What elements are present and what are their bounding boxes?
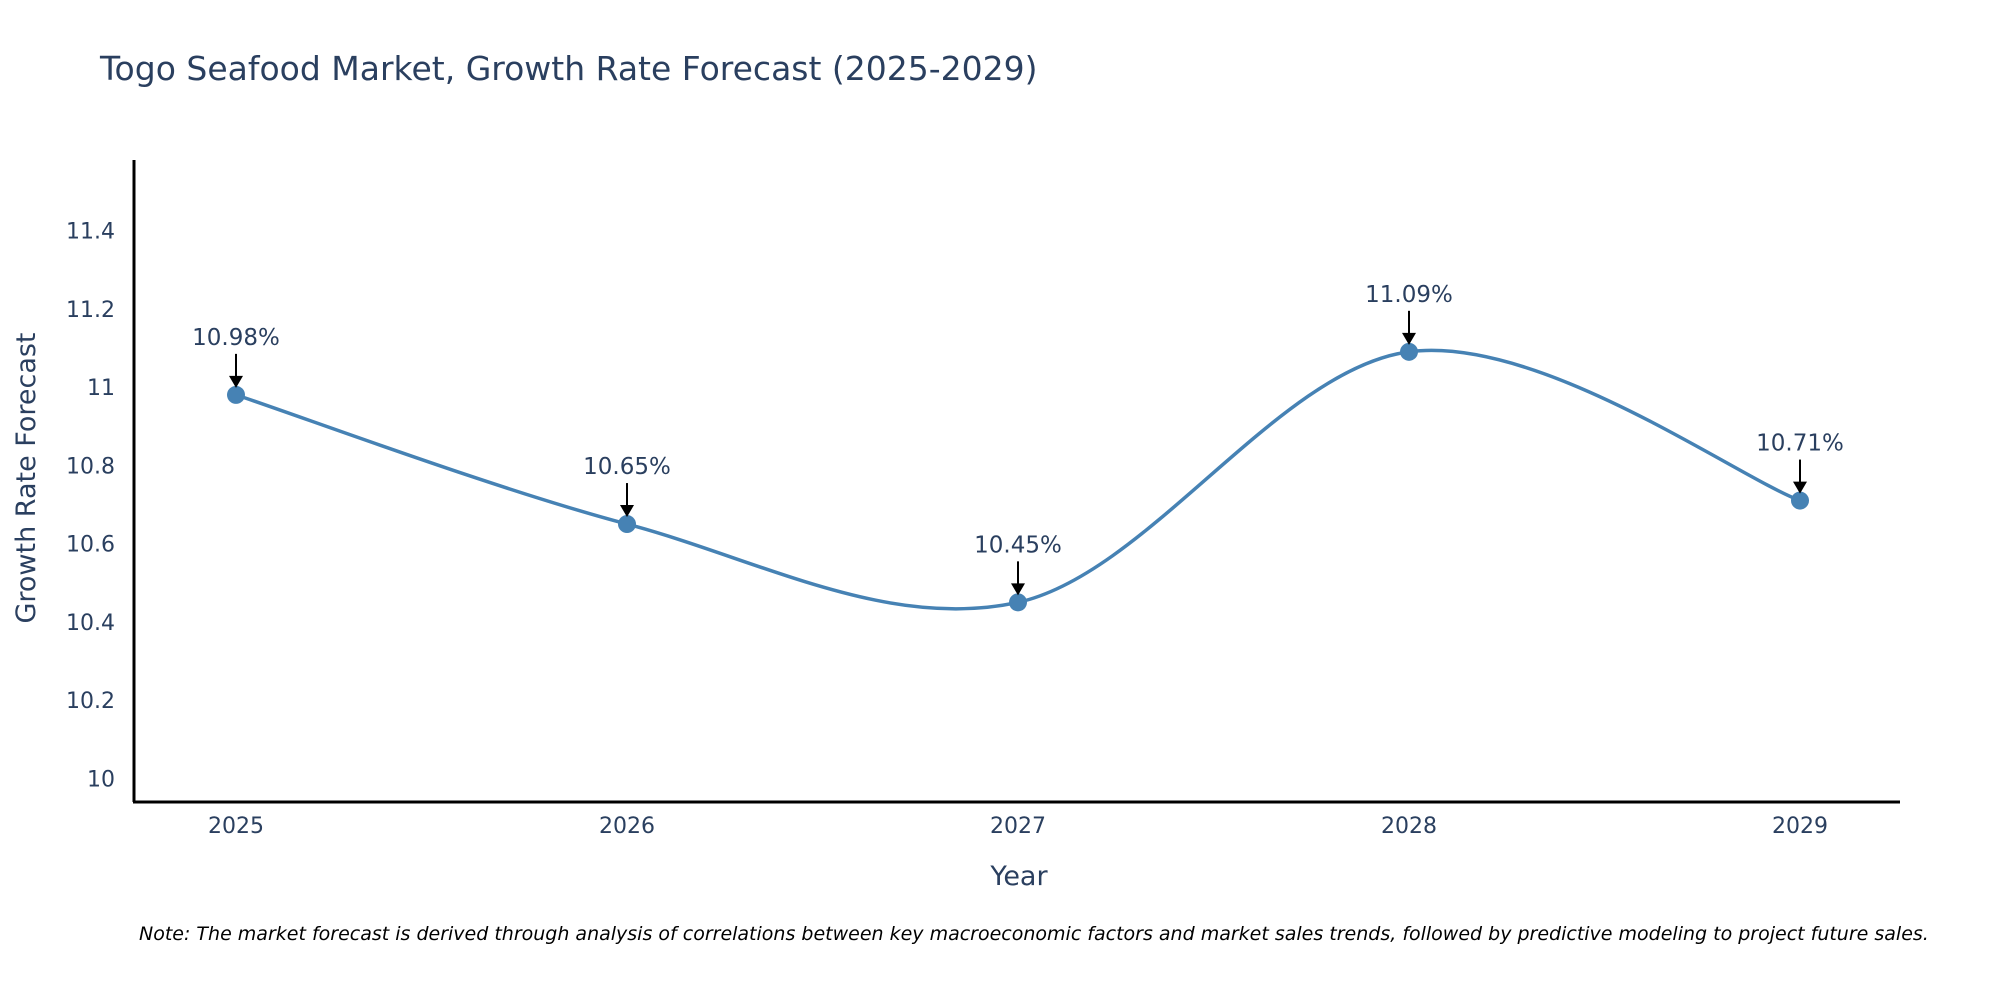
x-tick-label: 2029 <box>1772 814 1828 839</box>
y-tick-label: 10.4 <box>66 611 115 636</box>
y-tick-label: 11.4 <box>66 219 115 244</box>
y-axis-ticks: 10 10.2 10.4 10.6 10.8 11 11.2 11.4 <box>66 219 115 792</box>
data-label: 10.45% <box>974 532 1062 558</box>
data-label: 10.98% <box>192 325 280 351</box>
data-label: 11.09% <box>1365 282 1453 308</box>
x-tick-label: 2026 <box>599 814 655 839</box>
y-tick-label: 10.6 <box>66 533 115 558</box>
y-tick-label: 10 <box>87 768 115 793</box>
x-axis-title: Year <box>989 861 1048 892</box>
chart-title: Togo Seafood Market, Growth Rate Forecas… <box>99 49 1038 88</box>
x-tick-label: 2027 <box>990 814 1046 839</box>
y-axis-title: Growth Rate Forecast <box>11 332 42 623</box>
y-tick-label: 10.8 <box>66 454 115 479</box>
annotation-arrow-head <box>1793 481 1807 494</box>
x-tick-label: 2025 <box>208 814 264 839</box>
y-tick-label: 11 <box>87 376 115 401</box>
data-label: 10.71% <box>1756 431 1844 457</box>
data-points <box>227 342 1809 612</box>
x-tick-label: 2028 <box>1381 814 1437 839</box>
data-point <box>618 515 636 534</box>
y-tick-label: 10.2 <box>66 689 115 714</box>
annotation-arrow-head <box>229 375 243 388</box>
data-point <box>1009 593 1027 612</box>
footnote: Note: The market forecast is derived thr… <box>139 923 1929 945</box>
annotation-arrow-head <box>620 505 634 518</box>
data-annotations: 10.98% 10.65% 10.45% 11.09% 10.71% <box>192 282 1844 596</box>
data-point <box>1400 342 1418 361</box>
data-point <box>1791 491 1809 510</box>
y-tick-label: 11.2 <box>66 298 115 323</box>
series-line <box>235 348 1801 611</box>
data-point <box>227 385 245 404</box>
annotation-arrow-head <box>1011 583 1025 596</box>
x-axis-ticks: 2025 2026 2027 2028 2029 <box>208 814 1828 839</box>
data-label: 10.65% <box>583 454 671 480</box>
annotation-arrow-head <box>1402 332 1416 345</box>
